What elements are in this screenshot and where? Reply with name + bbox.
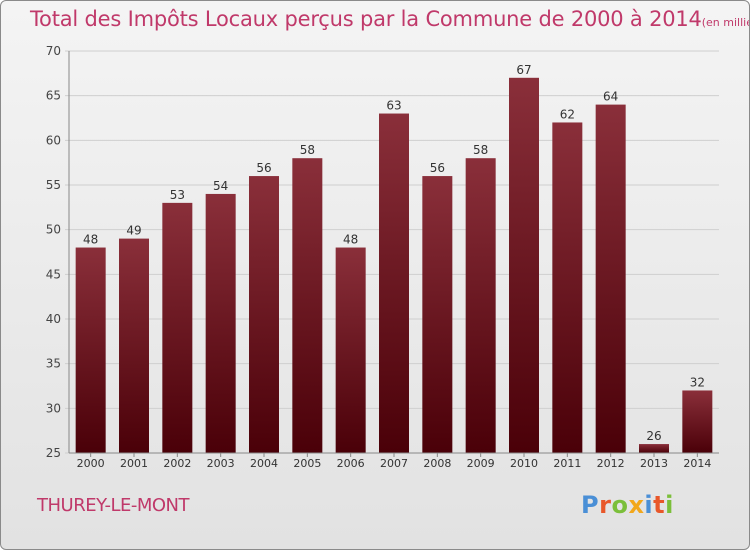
logo-letter: i [665,491,674,519]
data-label: 32 [690,375,705,389]
bar [639,444,669,453]
x-tick-label: 2005 [293,457,321,470]
x-tick-label: 2010 [510,457,538,470]
data-label: 58 [473,143,488,157]
bar [595,104,626,453]
x-axis: 2000 2001 2002 2003 2004 2005 2006 2007 2008 2009… [69,452,719,470]
y-tick-label: 65 [46,89,61,103]
bar [205,193,236,453]
data-label: 49 [126,224,141,238]
data-label: 54 [213,179,228,193]
x-tick-label: 2002 [163,457,191,470]
y-tick-label: 40 [46,312,61,326]
bar [75,247,106,453]
x-tick-label: 2011 [553,457,581,470]
x-tick-label: 2014 [683,457,711,470]
x-tick-label: 2008 [423,457,451,470]
bar [335,247,366,453]
chart-title-text: Total des Impôts Locaux perçus par la Co… [30,7,702,31]
chart-title: Total des Impôts Locaux perçus par la Co… [30,7,749,31]
x-tick-label: 2000 [77,457,105,470]
x-tick-label: 2004 [250,457,278,470]
x-tick-label: 2009 [467,457,495,470]
x-tick-label: 2013 [640,457,668,470]
bars: 48 49 53 54 56 58 48 63 56 58 67 62 64 26 32 [75,63,713,454]
data-label: 58 [300,143,315,157]
bar [292,158,323,453]
data-label: 63 [386,99,401,113]
y-tick-label: 60 [46,133,61,147]
x-tick-label: 2001 [120,457,148,470]
logo-letter: r [599,491,612,519]
bar [119,238,149,453]
y-tick-label: 25 [46,446,61,460]
logo-letter: o [611,491,629,519]
logo-letter: i [644,491,654,519]
data-label: 56 [256,161,271,175]
chart-unit-label: (en milliers d'€) [701,16,749,29]
proxiti-logo: Proxiti [581,491,674,519]
data-label: 62 [560,107,575,121]
commune-name: THUREY-LE-MONT [37,495,190,516]
x-tick-label: 2012 [597,457,625,470]
data-label: 48 [83,233,98,247]
bar [422,176,453,454]
data-label: 53 [170,188,185,202]
y-tick-label: 70 [46,44,61,58]
bar [682,390,713,453]
logo-letter: P [581,491,600,519]
data-label: 67 [516,63,531,77]
x-tick-label: 2003 [207,457,235,470]
bar [552,122,583,453]
logo-letter: t [653,491,666,519]
data-label: 26 [646,429,661,443]
data-label: 48 [343,233,358,247]
x-tick-label: 2007 [380,457,408,470]
y-axis: 25 30 35 40 45 50 55 60 65 70 [46,44,70,460]
bar [465,158,496,453]
data-label: 56 [430,161,445,175]
y-tick-label: 50 [46,223,61,237]
y-tick-label: 35 [46,357,61,371]
y-tick-label: 55 [46,178,61,192]
bar [379,113,409,454]
bar [509,77,539,454]
bar [249,176,279,454]
bar [162,202,193,453]
y-tick-label: 30 [46,401,61,415]
logo-letter: x [628,491,645,519]
x-tick-label: 2006 [337,457,365,470]
data-label: 64 [603,90,618,104]
y-tick-label: 45 [46,267,61,281]
